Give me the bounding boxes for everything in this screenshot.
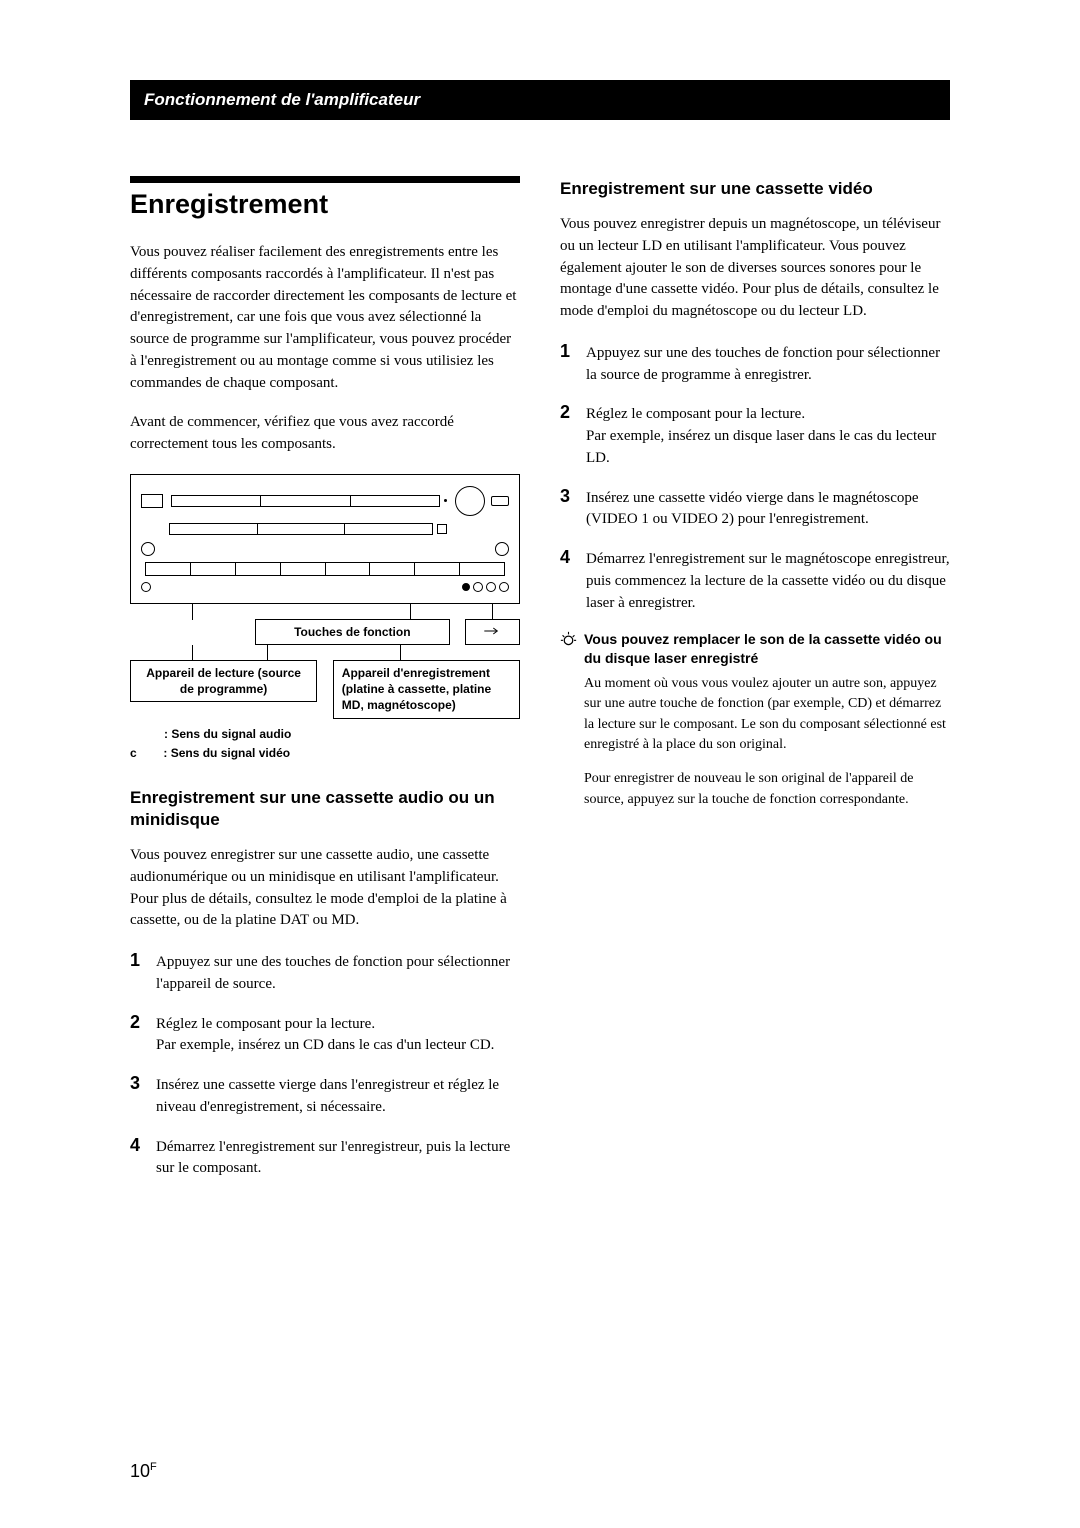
page-number: 10F [130,1461,157,1482]
audio-steps-list: 1Appuyez sur une des touches de fonction… [130,950,520,1180]
playback-device-label: Appareil de lecture (source de programme… [130,660,317,702]
step-text: Appuyez sur une des touches de fonction … [586,343,950,387]
section-audio-intro: Vous pouvez enregistrer sur une cassette… [130,845,520,932]
step-text: Appuyez sur une des touches de fonction … [156,952,520,996]
jack-icon [486,582,496,592]
step-number: 4 [130,1135,156,1156]
list-item: 3Insérez une cassette vidéo vierge dans … [560,486,950,532]
section-header-text: Fonctionnement de l'amplificateur [144,90,420,109]
jack-icon [499,582,509,592]
content-columns: Enregistrement Vous pouvez réaliser faci… [130,176,950,1196]
step-number: 4 [560,547,586,568]
function-buttons-label: Touches de fonction [255,619,450,645]
step-text: Démarrez l'enregistrement sur l'enregist… [156,1137,520,1181]
volume-knob-icon [455,486,485,516]
step-number: 3 [560,486,586,507]
list-item: 4Démarrez l'enregistrement sur le magnét… [560,547,950,614]
knob-icon [495,542,509,556]
record-device-label: Appareil d'enregistrement (platine à cas… [333,660,520,719]
step-number: 1 [130,950,156,971]
legend-video: : Sens du signal vidéo [163,746,290,760]
jack-icon [473,582,483,592]
video-steps-list: 1Appuyez sur une des touches de fonction… [560,341,950,615]
tip-block: Vous pouvez remplacer le son de la casse… [560,630,950,810]
step-text: Insérez une cassette vierge dans l'enreg… [156,1075,520,1119]
knob-icon [141,582,151,592]
amplifier-diagram: Touches de fonction Appareil de lectur [130,474,520,763]
title-rule [130,176,520,183]
list-item: 2Réglez le composant pour la lecture.Par… [560,402,950,469]
section-video-intro: Vous pouvez enregistrer depuis un magnét… [560,214,950,323]
list-item: 4Démarrez l'enregistrement sur l'enregis… [130,1135,520,1181]
list-item: 1Appuyez sur une des touches de fonction… [130,950,520,996]
panel-element [491,496,509,506]
step-number: 3 [130,1073,156,1094]
step-text: Réglez le composant pour la lecture.Par … [156,1014,494,1058]
step-number: 2 [130,1012,156,1033]
function-buttons-row [145,562,505,576]
page-title: Enregistrement [130,189,520,220]
intro-paragraph-1: Vous pouvez réaliser facilement des enre… [130,242,520,394]
diagram-legend: : Sens du signal audio c : Sens du signa… [130,725,520,763]
step-text: Insérez une cassette vidéo vierge dans l… [586,488,950,532]
legend-video-prefix: c [130,746,137,760]
intro-paragraph-2: Avant de commencer, vérifiez que vous av… [130,412,520,456]
manual-page: Fonctionnement de l'amplificateur Enregi… [0,0,1080,1256]
step-number: 1 [560,341,586,362]
section-video-title: Enregistrement sur une cassette vidéo [560,178,950,200]
arrow-icon [468,626,517,636]
list-item: 3Insérez une cassette vierge dans l'enre… [130,1073,520,1119]
arrow-label [465,619,520,645]
list-item: 2Réglez le composant pour la lecture.Par… [130,1012,520,1058]
power-knob-icon [141,542,155,556]
jack-icon [462,583,470,591]
left-column: Enregistrement Vous pouvez réaliser faci… [130,176,520,1196]
step-text: Démarrez l'enregistrement sur le magnéto… [586,549,950,614]
amplifier-front-panel [130,474,520,604]
panel-element [141,494,163,508]
tip-heading-text: Vous pouvez remplacer le son de la casse… [584,630,950,668]
section-header-bar: Fonctionnement de l'amplificateur [130,80,950,120]
section-audio-title: Enregistrement sur une cassette audio ou… [130,787,520,831]
legend-audio: : Sens du signal audio [130,725,520,744]
tip-bulb-icon [560,631,577,648]
tip-paragraph-2: Pour enregistrer de nouveau le son origi… [560,769,950,810]
step-number: 2 [560,402,586,423]
tip-heading: Vous pouvez remplacer le son de la casse… [560,630,950,668]
step-text: Réglez le composant pour la lecture.Par … [586,404,950,469]
list-item: 1Appuyez sur une des touches de fonction… [560,341,950,387]
right-column: Enregistrement sur une cassette vidéo Vo… [560,176,950,1196]
tip-paragraph-1: Au moment où vous vous voulez ajouter un… [560,674,950,755]
